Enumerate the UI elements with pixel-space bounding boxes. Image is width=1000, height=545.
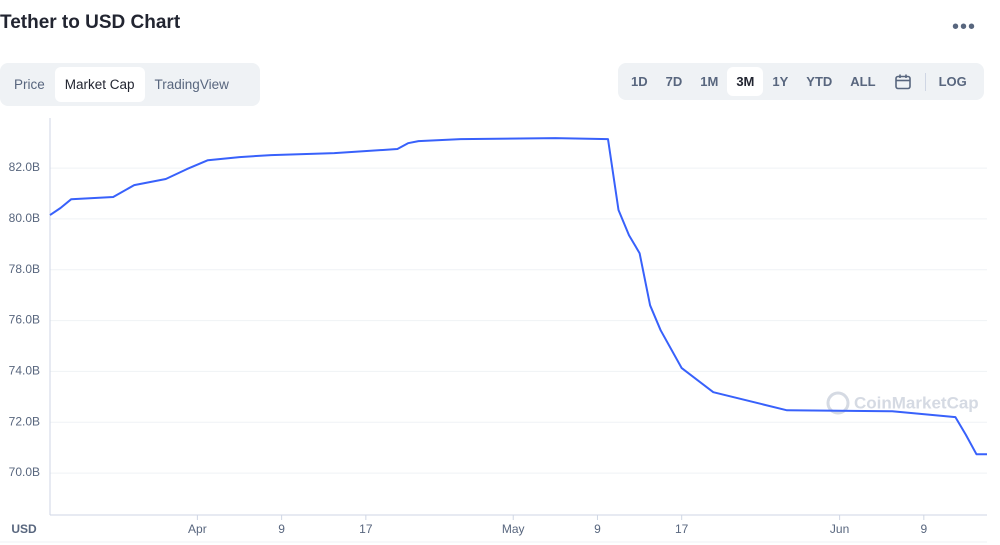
range-button[interactable]: 3M <box>727 67 764 96</box>
calendar-icon <box>894 74 911 89</box>
more-menu[interactable]: ••• <box>952 16 977 38</box>
x-tick-label: 9 <box>278 522 285 536</box>
range-group: 1D 7D 1M 3M 1Y YTD ALL LOG <box>618 63 984 100</box>
x-tick-label: Apr <box>188 522 207 536</box>
range-button[interactable]: ALL <box>850 74 876 89</box>
y-tick-label: 70.0B <box>9 465 40 479</box>
calendar-button[interactable] <box>885 67 921 96</box>
range-button[interactable]: 7D <box>665 74 683 89</box>
y-tick-label: 72.0B <box>9 414 40 428</box>
separator <box>924 72 926 91</box>
y-tick-label: 74.0B <box>9 364 40 378</box>
tab[interactable]: TradingView <box>154 77 229 92</box>
y-tick-label: 80.0B <box>9 211 40 225</box>
x-tick-label: 9 <box>920 522 927 536</box>
tab[interactable]: Price <box>14 77 45 92</box>
log-button[interactable]: LOG <box>938 74 967 89</box>
tab-group: Price Market Cap TradingView <box>0 63 260 106</box>
y-tick-label: 76.0B <box>9 313 40 327</box>
tab[interactable]: Market Cap <box>54 67 145 102</box>
x-tick-label: Jun <box>830 522 849 536</box>
range-button[interactable]: 1Y <box>772 74 789 89</box>
y-tick-label: 82.0B <box>9 160 40 174</box>
x-tick-label: 17 <box>675 522 689 536</box>
y-axis-label: USD <box>11 522 37 536</box>
x-tick-label: May <box>502 522 525 536</box>
watermark: CoinMarketCap <box>854 393 979 412</box>
watermark-logo <box>826 391 850 415</box>
x-tick-label: 9 <box>594 522 601 536</box>
page-title: Tether to USD Chart <box>0 12 181 33</box>
range-button[interactable]: YTD <box>806 74 833 89</box>
x-tick-label: 17 <box>359 522 373 536</box>
range-button[interactable]: 1D <box>631 74 648 89</box>
y-tick-label: 78.0B <box>9 262 40 276</box>
line-series <box>49 137 987 456</box>
range-button[interactable]: 1M <box>700 74 719 89</box>
